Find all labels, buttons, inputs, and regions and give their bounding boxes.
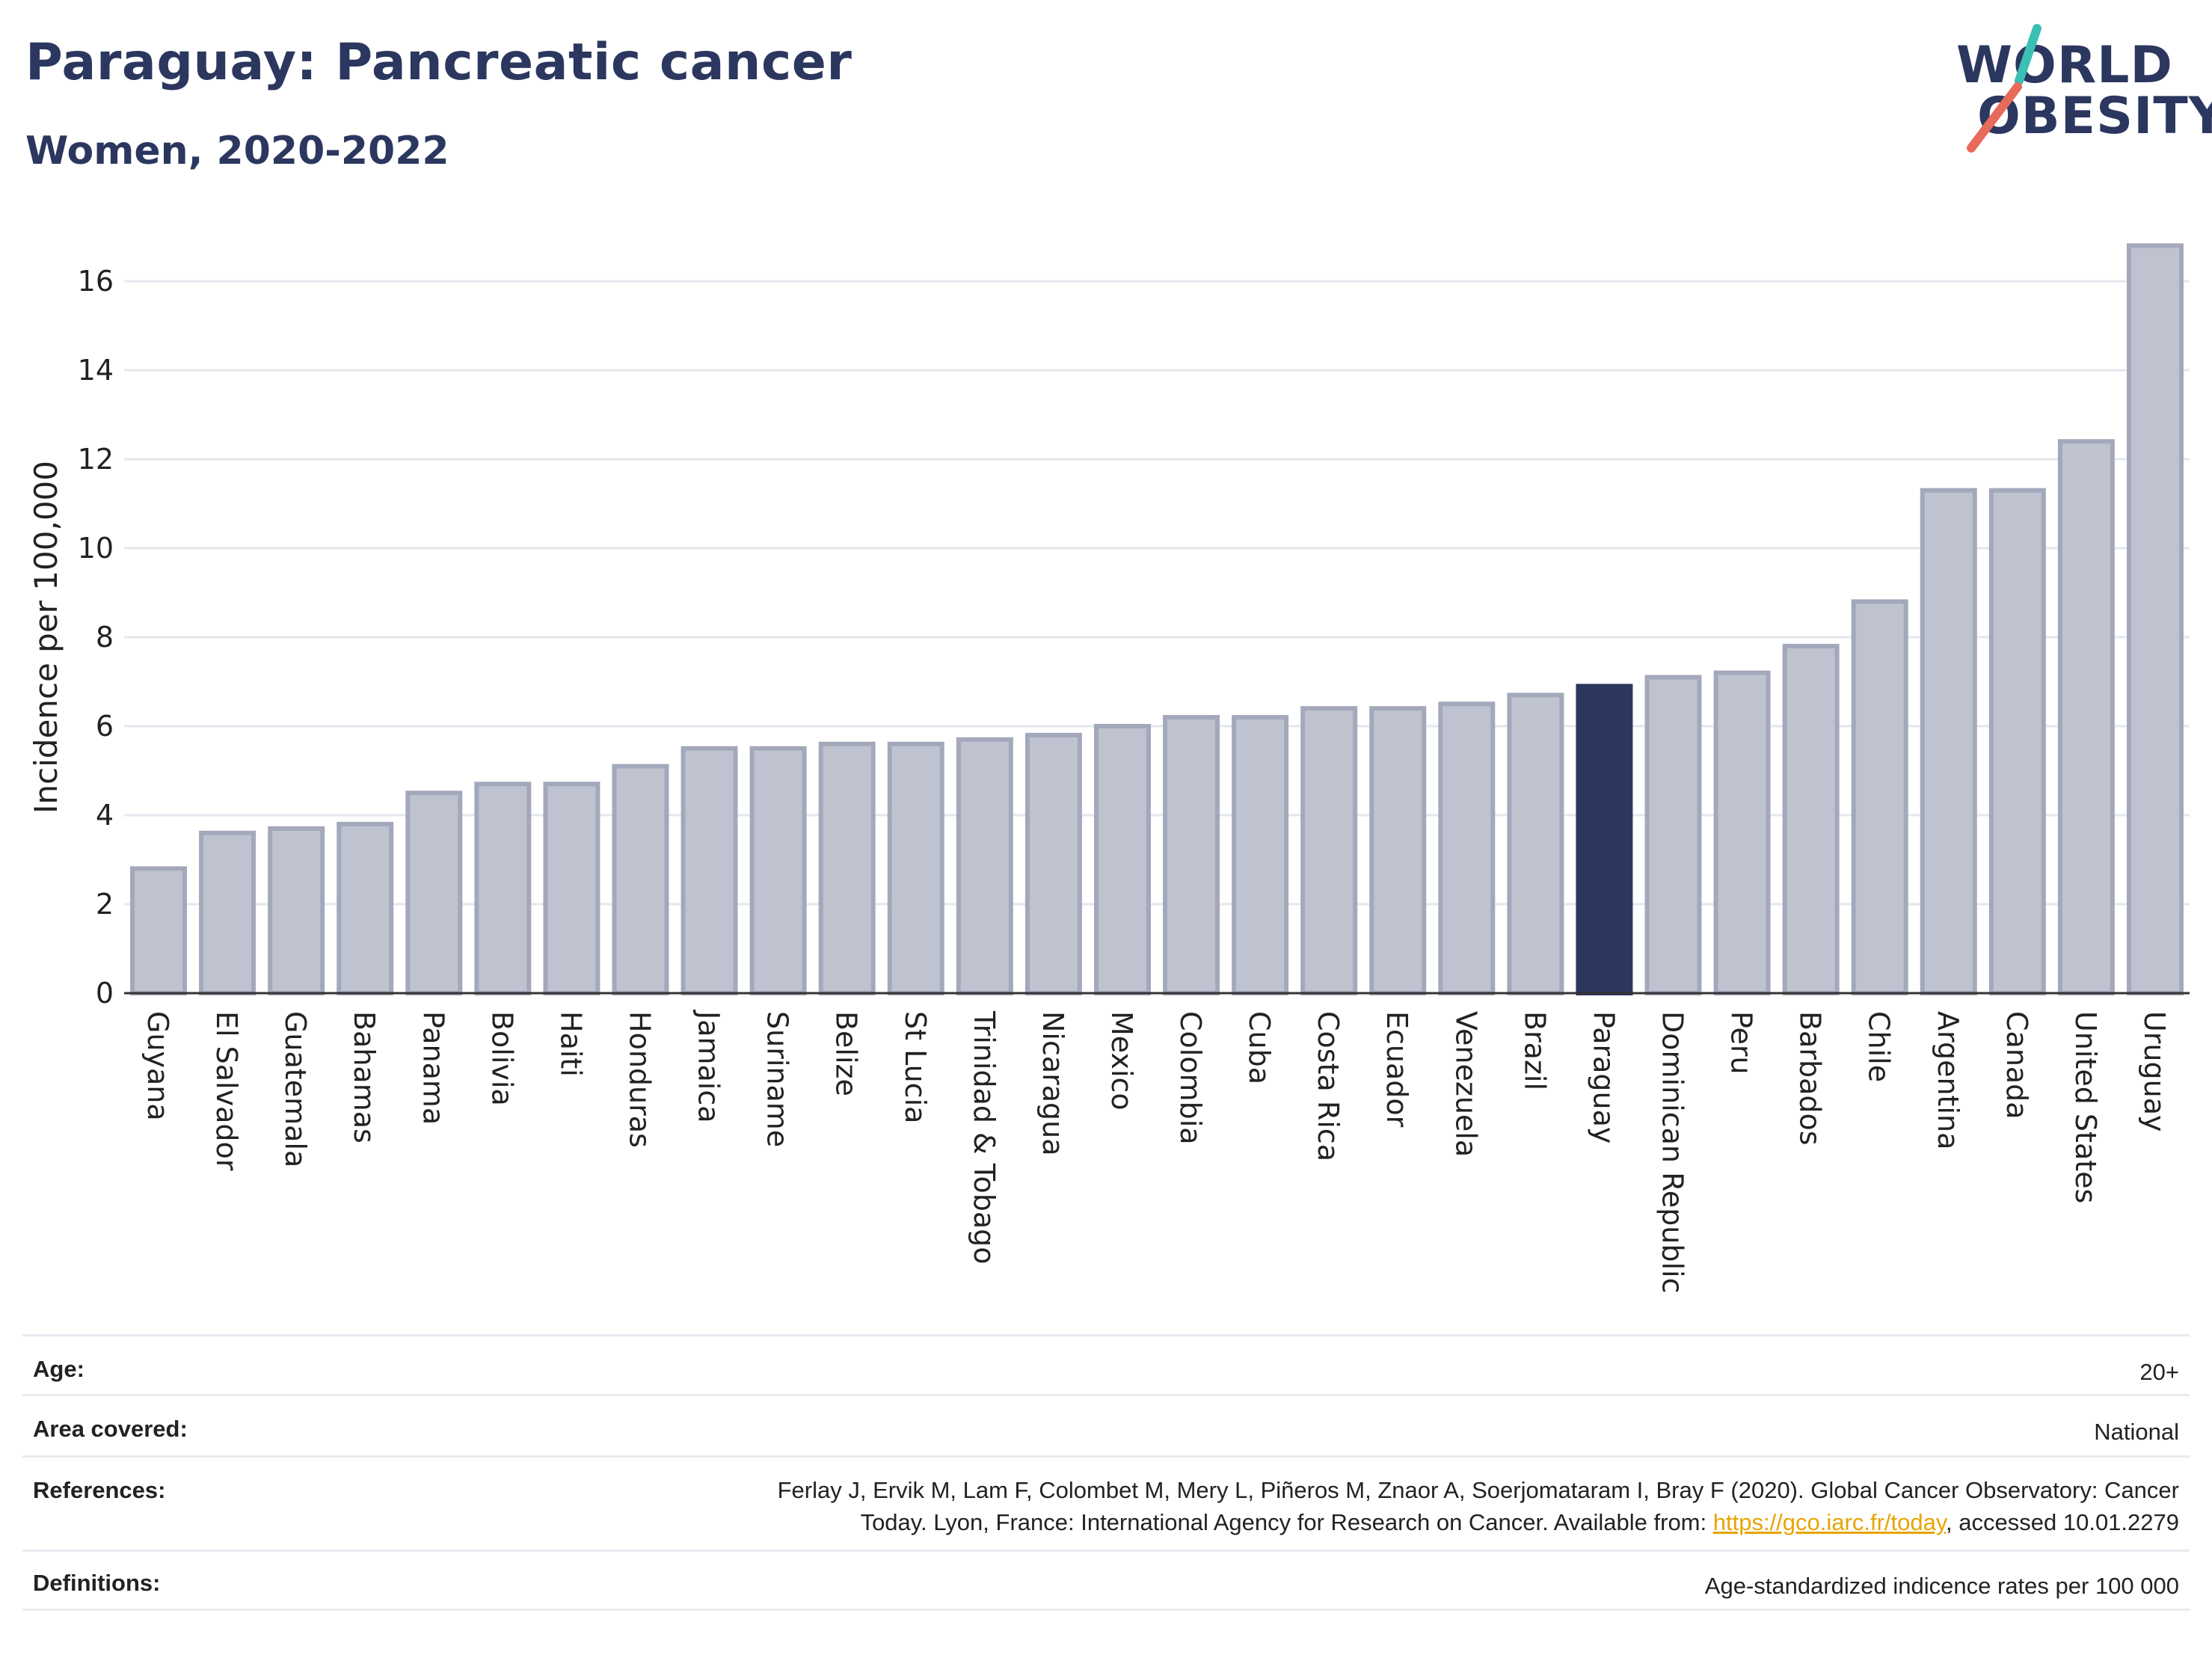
bar <box>543 782 600 995</box>
references-line-1: Ferlay J, Ervik M, Lam F, Colombet M, Me… <box>777 1477 2179 1503</box>
bar <box>1093 724 1151 995</box>
chart-title: Paraguay: Pancreatic cancer <box>25 33 852 92</box>
x-tick-label: El Salvador <box>210 1011 243 1171</box>
bar-highlight <box>1576 684 1633 995</box>
y-axis-title: Incidence per 100,000 <box>28 461 64 814</box>
y-tick-label: 6 <box>96 710 114 743</box>
x-tick-label: Brazil <box>1518 1011 1551 1090</box>
meta-row-references: References: Ferlay J, Ervik M, Lam F, Co… <box>22 1455 2190 1550</box>
bar <box>1782 643 1840 996</box>
y-tick-label: 14 <box>78 354 114 387</box>
x-tick-label: United States <box>2069 1011 2102 1203</box>
bar-chart: 0 2 4 6 8 10 12 14 16 Guyana El Salvador Guatemala… <box>28 243 2190 1293</box>
bar <box>1300 706 1358 995</box>
x-tick-label: Bolivia <box>485 1011 518 1106</box>
y-tick-label: 12 <box>78 443 114 476</box>
references-line-2-post: , accessed 10.01.2279 <box>1946 1509 2179 1535</box>
meta-row-area: Area covered: National <box>22 1394 2190 1455</box>
x-tick-label: Paraguay <box>1587 1011 1620 1143</box>
bar <box>1163 715 1220 995</box>
bar <box>199 830 256 995</box>
references-line-2-pre: Today. Lyon, France: International Agenc… <box>860 1509 1713 1535</box>
x-tick-label: Bahamas <box>348 1011 381 1143</box>
x-tick-label: Barbados <box>1794 1011 1827 1146</box>
bar <box>2057 439 2115 995</box>
y-tick-label: 2 <box>96 888 114 921</box>
definitions-value: Age-standardized indicence rates per 100… <box>1704 1573 2179 1599</box>
definitions-label: Definitions: <box>33 1570 161 1596</box>
x-tick-label: Chile <box>1863 1011 1896 1082</box>
y-tick-label: 10 <box>78 532 114 565</box>
x-axis-labels: Guyana El Salvador Guatemala Bahamas Panama B… <box>141 1010 2171 1293</box>
y-tick-label: 16 <box>78 265 114 298</box>
bar <box>1024 732 1082 996</box>
bar <box>681 746 738 995</box>
grid-lines <box>124 280 2190 906</box>
metadata-table: Age: 20+ Area covered: National Referenc… <box>22 1334 2190 1611</box>
logo-slash-icon <box>1967 24 2042 153</box>
x-tick-label: Guyana <box>141 1011 174 1121</box>
x-tick-label: Colombia <box>1174 1011 1207 1145</box>
bar <box>1438 701 1496 995</box>
x-tick-label: Ecuador <box>1380 1011 1413 1128</box>
x-tick-label: Panama <box>417 1011 449 1125</box>
logo-word-obesity: OBESITY <box>1977 87 2212 146</box>
bar <box>887 741 944 995</box>
x-tick-label: Haiti <box>554 1011 587 1077</box>
meta-row-definitions: Definitions: Age-standardized indicence … <box>22 1550 2190 1611</box>
meta-row-age: Age: 20+ <box>22 1334 2190 1394</box>
bar <box>1851 599 1908 995</box>
bar <box>405 790 463 995</box>
y-tick-label: 4 <box>96 799 114 832</box>
x-tick-label: Costa Rica <box>1312 1011 1345 1161</box>
bar <box>1920 488 1977 995</box>
bar <box>1713 670 1771 995</box>
logo-word-world: WORLD <box>1956 36 2173 95</box>
x-tick-label: Belize <box>830 1011 863 1096</box>
x-tick-label: Argentina <box>1932 1011 1964 1149</box>
x-tick-label: Canada <box>2000 1011 2033 1120</box>
age-value: 20+ <box>2139 1359 2179 1385</box>
bar <box>612 764 669 995</box>
x-tick-label: Mexico <box>1105 1011 1138 1111</box>
x-tick-label: Guatemala <box>279 1011 312 1167</box>
references-link[interactable]: https://gco.iarc.fr/today <box>1712 1509 1947 1535</box>
bar <box>956 737 1013 995</box>
bar <box>474 782 532 995</box>
x-tick-label: Suriname <box>761 1011 794 1147</box>
references-label: References: <box>33 1477 166 1503</box>
bar <box>749 746 807 995</box>
bar <box>268 826 325 995</box>
bars <box>130 243 2184 996</box>
x-tick-label: Jamaica <box>692 1010 725 1123</box>
x-tick-label: St Lucia <box>899 1011 932 1123</box>
bar <box>1988 488 2046 995</box>
x-tick-label: Cuba <box>1243 1011 1276 1084</box>
references-value: Ferlay J, Ervik M, Lam F, Colombet M, Me… <box>778 1474 2179 1538</box>
x-tick-label: Honduras <box>624 1011 657 1148</box>
x-tick-label: Uruguay <box>2138 1011 2171 1132</box>
bar <box>1644 675 1702 995</box>
world-obesity-logo: WORLD OBESITY <box>1944 15 2212 165</box>
x-tick-label: Nicaragua <box>1036 1011 1069 1156</box>
y-tick-label: 8 <box>96 621 114 654</box>
bar <box>1507 693 1564 995</box>
y-tick-label: 0 <box>96 977 114 1010</box>
x-tick-label: Venezuela <box>1449 1011 1482 1157</box>
x-tick-label: Dominican Republic <box>1656 1011 1689 1293</box>
bar <box>337 821 394 996</box>
x-tick-label: Trinidad & Tobago <box>968 1010 1001 1265</box>
chart-subtitle: Women, 2020-2022 <box>25 129 449 174</box>
bar <box>130 866 188 996</box>
bar <box>1369 706 1427 995</box>
y-axis-ticks: 0 2 4 6 8 10 12 14 16 <box>78 265 114 1010</box>
area-label: Area covered: <box>33 1416 188 1442</box>
area-value: National <box>2094 1419 2179 1445</box>
x-tick-label: Peru <box>1725 1011 1758 1075</box>
age-label: Age: <box>33 1356 85 1382</box>
bar <box>818 741 876 995</box>
bar <box>1232 715 1289 995</box>
bar <box>2126 243 2184 995</box>
